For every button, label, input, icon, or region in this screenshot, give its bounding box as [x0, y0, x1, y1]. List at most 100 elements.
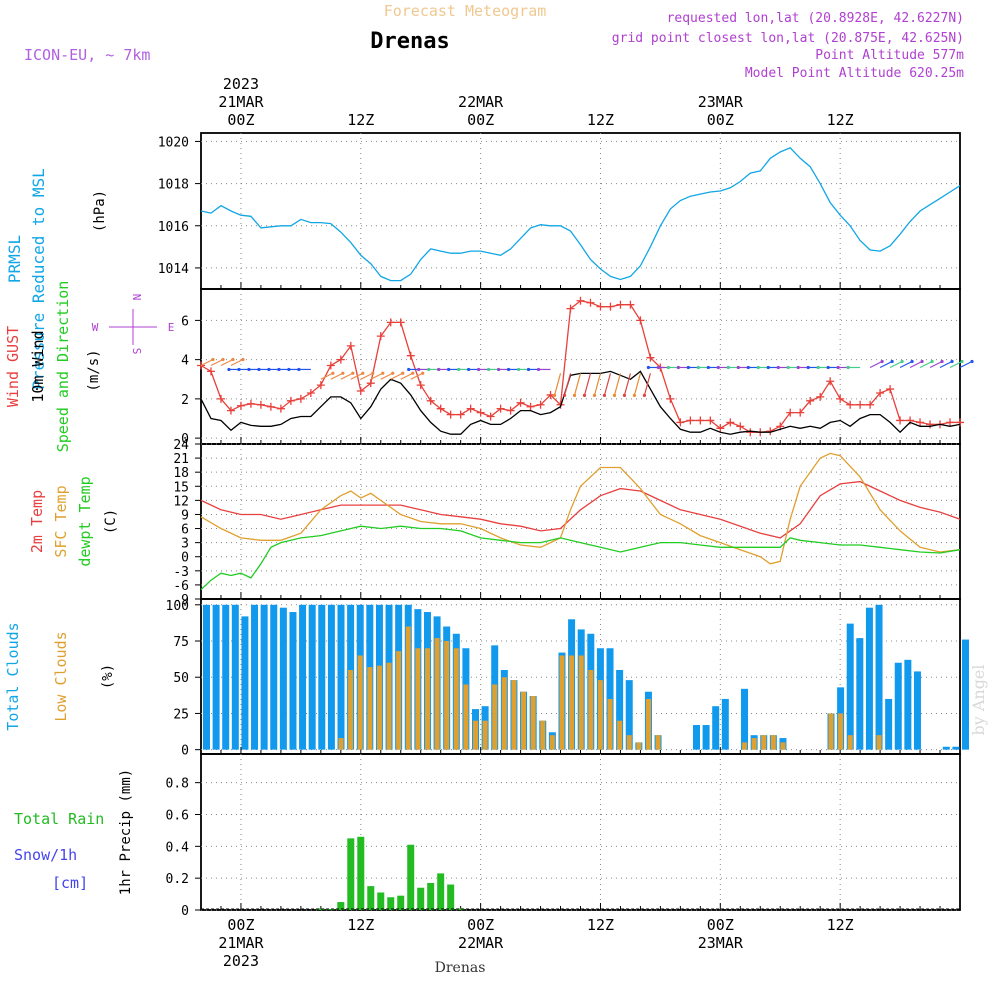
bar-low-cloud — [348, 669, 354, 750]
gust-marker — [946, 418, 955, 427]
bar-low-cloud — [453, 648, 459, 750]
gust-marker — [516, 398, 525, 407]
compass-cross — [109, 309, 157, 345]
gust-marker — [197, 361, 205, 370]
bar-low-cloud — [357, 655, 363, 750]
gust-marker — [826, 377, 835, 386]
panel-clouds: 0 25 50 75 100 Total Clouds Low Clouds (%) — [4, 598, 969, 759]
panel-pressure: 1014 1016 1018 1020 PRMSL Pressure Reduced to… — [5, 132, 961, 390]
location-title: Drenas — [370, 29, 449, 54]
bar-low-cloud — [473, 720, 479, 750]
bar-precip — [347, 838, 355, 910]
bar-total-cloud — [741, 688, 749, 750]
gust-marker — [606, 302, 615, 311]
gust-marker — [286, 396, 295, 405]
wind-arrow — [869, 360, 883, 369]
gust-marker — [366, 379, 375, 388]
gust-marker — [926, 420, 935, 429]
bar-precip — [377, 892, 385, 910]
compass-letter: W — [92, 321, 99, 334]
bar-low-cloud — [838, 713, 844, 750]
wind-arrow — [959, 360, 973, 369]
bar-precip — [317, 908, 325, 910]
wind-arrow-head — [211, 357, 215, 362]
y-tick-label: 0.6 — [166, 808, 189, 823]
bar-low-cloud — [396, 651, 402, 750]
panel-frame — [200, 288, 961, 445]
wind-arrow-head — [381, 371, 385, 375]
bar-low-cloud — [655, 735, 661, 750]
bar-total-cloud — [885, 698, 893, 750]
gust-marker — [446, 410, 455, 419]
gust-marker — [896, 416, 905, 425]
wind-arrow-head — [421, 371, 425, 375]
bar-precip — [447, 884, 455, 910]
wind-arrow-head — [371, 371, 375, 375]
bar-total-cloud — [962, 639, 969, 750]
wind-arrow-head — [716, 365, 720, 370]
time-label-top: 12Z — [827, 111, 854, 129]
wind-arrow-head — [237, 367, 241, 372]
gust-marker — [706, 416, 715, 425]
bar-total-cloud — [337, 604, 345, 750]
panel-frame — [200, 132, 961, 290]
wind-arrow-head — [417, 367, 421, 372]
wind-arrow-head — [656, 365, 660, 370]
bar-low-cloud — [847, 735, 853, 750]
bar-low-cloud — [367, 667, 373, 750]
wind-arrow — [603, 373, 612, 396]
gust-marker — [636, 316, 645, 325]
gust-marker — [836, 394, 845, 403]
gust-marker — [726, 418, 735, 427]
wind-arrow-head — [552, 393, 557, 397]
wind-arrow-head — [277, 367, 281, 372]
bar-total-cloud — [616, 669, 624, 750]
y-tick-label: 6 — [181, 523, 189, 538]
gust-marker — [566, 304, 575, 313]
y-tick-label: 2 — [181, 393, 189, 408]
bar-total-cloud — [721, 698, 729, 750]
time-label-top: 2023 — [223, 75, 259, 93]
wind-arrow — [939, 360, 953, 369]
wind-arrow-head — [221, 357, 225, 362]
bar-total-cloud — [712, 706, 720, 750]
bar-total-cloud — [203, 604, 210, 750]
wind-arrow — [553, 373, 562, 396]
panel-frame — [200, 443, 961, 600]
wind-arrow-head — [696, 365, 700, 370]
bar-low-cloud — [761, 735, 767, 750]
time-label-top: 23MAR — [698, 93, 744, 111]
y-tick-label: 18 — [173, 466, 189, 481]
bar-total-cloud — [289, 612, 297, 750]
wind-arrow-head — [746, 365, 750, 370]
wind-arrow-head — [391, 371, 395, 375]
y-tick-label: 1018 — [158, 178, 189, 193]
bar-precip — [417, 887, 425, 910]
bar-total-cloud — [241, 616, 249, 750]
bar-total-cloud — [260, 604, 268, 750]
gust-marker — [206, 367, 215, 376]
time-label-top: 12Z — [347, 111, 374, 129]
wind-arrow-head — [970, 359, 974, 364]
y-tick-label: 0 — [181, 744, 189, 759]
gust-marker — [846, 400, 855, 409]
y-tick-label: -3 — [173, 565, 189, 580]
wind-arrow — [360, 372, 374, 380]
wind-arrow-head — [930, 359, 934, 364]
bar-total-cloud — [846, 623, 854, 750]
bar-low-cloud — [780, 742, 786, 750]
wind-arrow — [919, 360, 933, 369]
bar-total-cloud — [875, 604, 883, 750]
gust-marker — [666, 394, 675, 403]
bar-low-cloud — [492, 684, 498, 750]
bar-low-cloud — [415, 648, 421, 750]
gust-marker — [456, 410, 465, 419]
gust-marker — [426, 396, 435, 405]
gust-marker — [646, 353, 655, 362]
ylabel-gust: Wind GUST — [4, 326, 22, 407]
time-label-bottom: 21MAR — [218, 934, 264, 952]
gust-marker — [356, 387, 365, 396]
wind-arrow-head — [407, 367, 411, 372]
